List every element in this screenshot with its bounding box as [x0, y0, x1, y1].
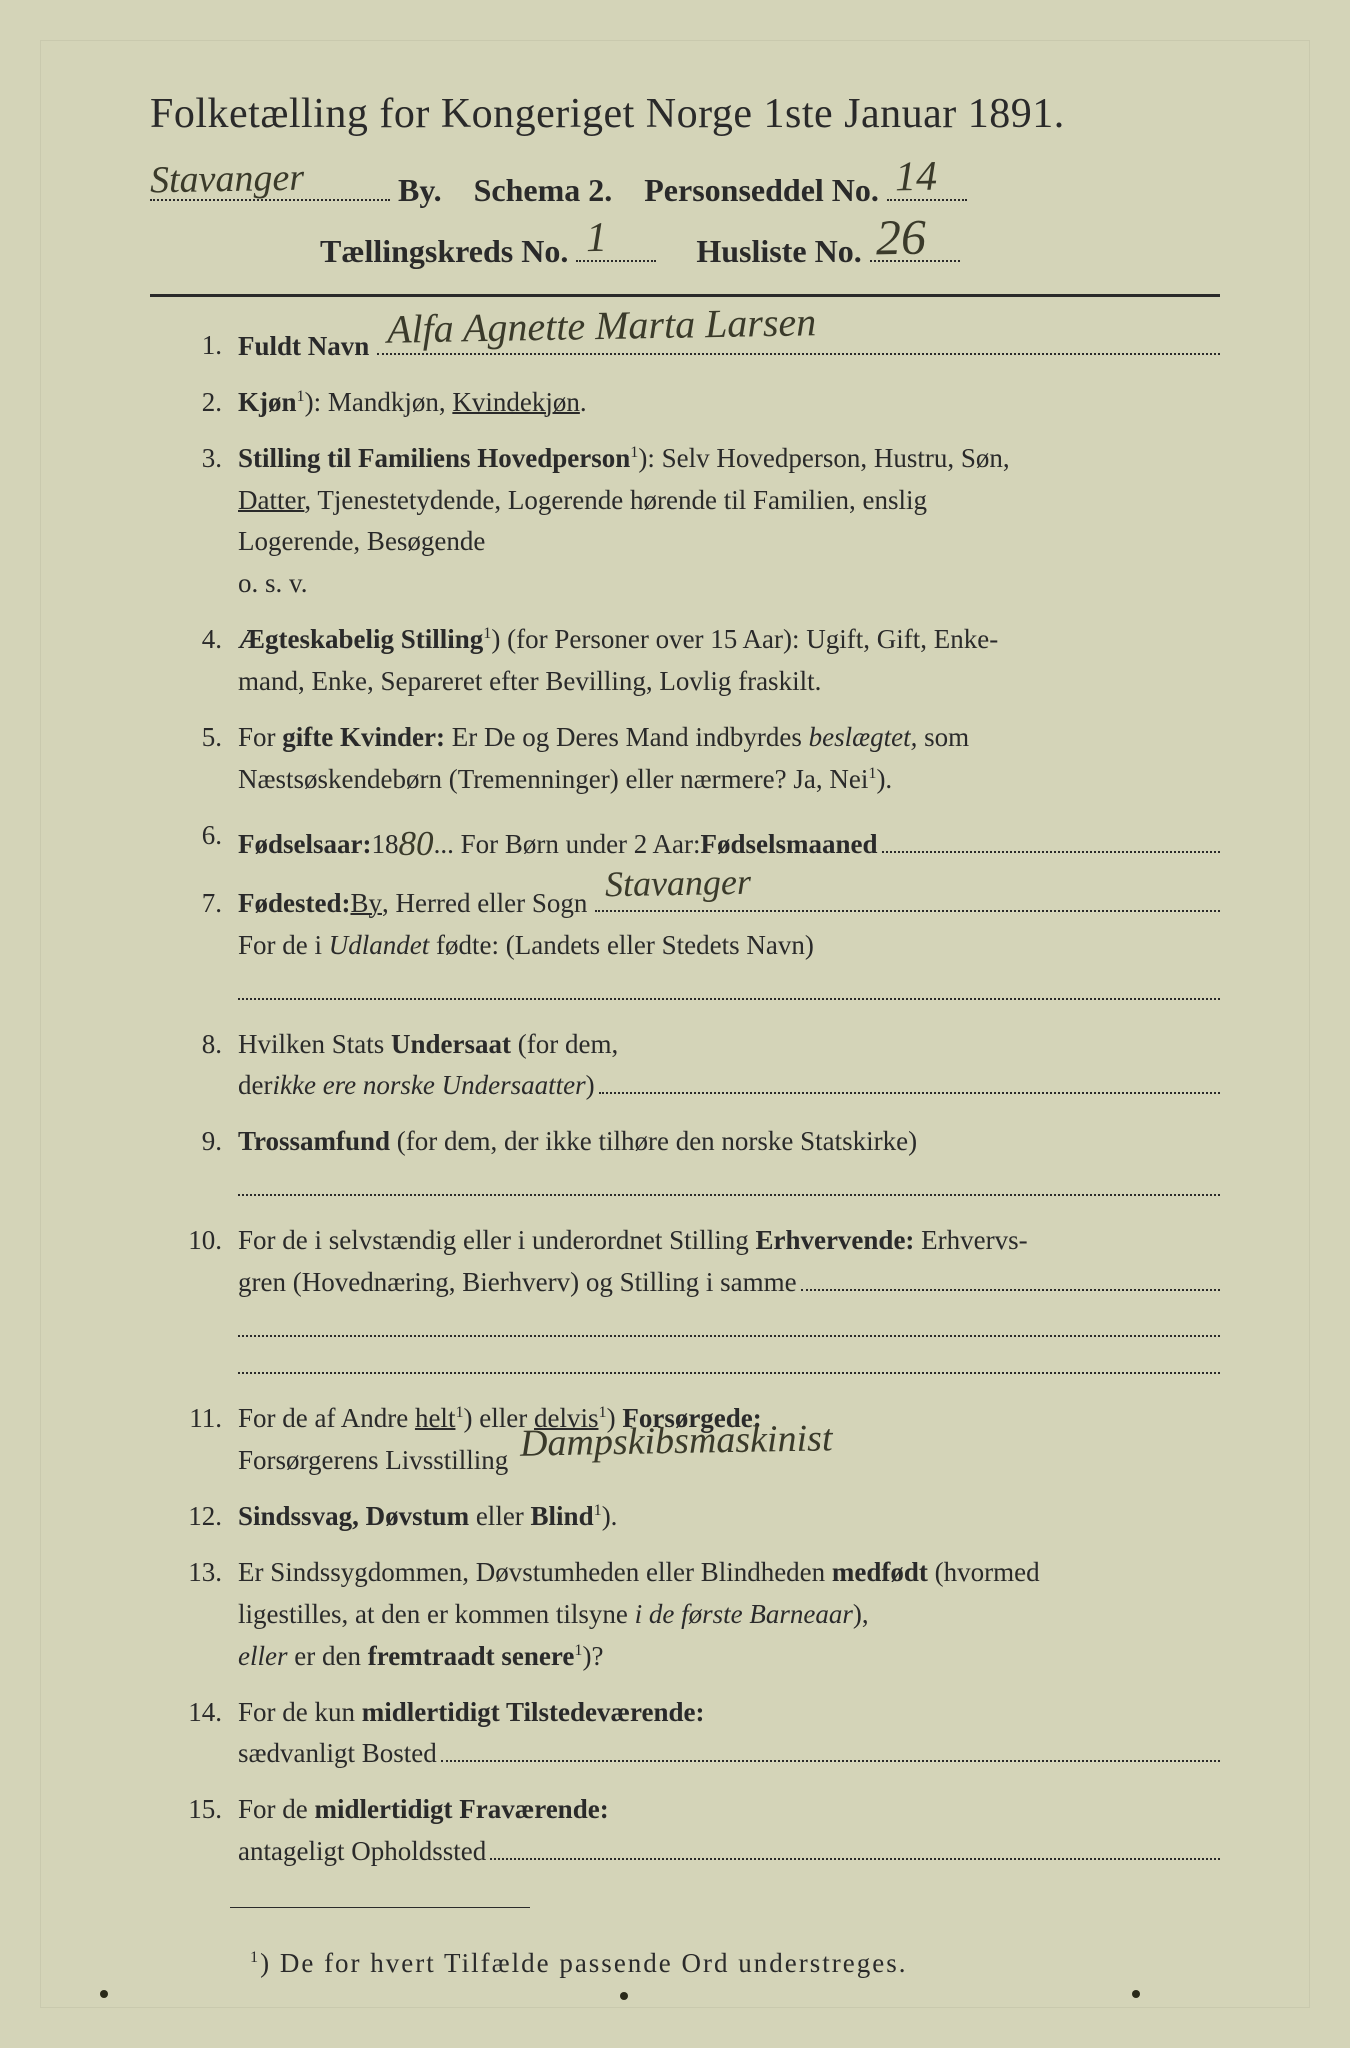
- by-handwritten: Stavanger: [150, 156, 305, 203]
- dotted-line: [238, 973, 1220, 1000]
- entry-5: 5. For gifte Kvinder: Er De og Deres Man…: [180, 717, 1220, 801]
- entry-num: 11.: [180, 1398, 238, 1482]
- entry-15: 15. For de midlertidigt Fraværende: anta…: [180, 1789, 1220, 1873]
- entry-num: 3.: [180, 438, 238, 605]
- footnote: 1) De for hvert Tilfælde passende Ord un…: [150, 1948, 1220, 1979]
- entry-num: 7.: [180, 883, 238, 1010]
- entry-7: 7. Fødested: By, Herred eller Sogn Stava…: [180, 883, 1220, 1010]
- ink-spot: [1132, 1990, 1140, 1998]
- by-label: By.: [398, 172, 442, 208]
- dotted-tail: [882, 828, 1220, 852]
- label: Fuldt Navn: [238, 326, 369, 368]
- entry-body: Stilling til Familiens Hovedperson1): Se…: [238, 438, 1220, 605]
- taellingskreds-label: Tællingskreds No.: [320, 233, 568, 269]
- entry-body: For de kun midlertidigt Tilstedeværende:…: [238, 1692, 1220, 1776]
- sogn-handwritten: Stavanger: [605, 855, 752, 913]
- entry-body: Trossamfund (for dem, der ikke tilhøre d…: [238, 1121, 1220, 1206]
- livsstilling-field: Dampskibsmaskinist: [516, 1440, 1220, 1470]
- entry-body: Ægteskabelig Stilling1) (for Personer ov…: [238, 619, 1220, 703]
- entry-num: 9.: [180, 1121, 238, 1206]
- entry-num: 8.: [180, 1024, 238, 1108]
- taellingskreds-field: 1: [576, 227, 656, 262]
- livsstilling-handwritten: Dampskibsmaskinist: [520, 1410, 833, 1474]
- entry-8: 8. Hvilken Stats Undersaat (for dem, der…: [180, 1024, 1220, 1108]
- entry-num: 10.: [180, 1220, 238, 1384]
- sub-line-1: Stavanger By. Schema 2. Personseddel No.…: [150, 166, 1220, 209]
- personseddel-label: Personseddel No.: [644, 172, 879, 208]
- entry-11: 11. For de af Andre helt1) eller delvis1…: [180, 1398, 1220, 1482]
- entry-num: 14.: [180, 1692, 238, 1776]
- underlined: Kvindekjøn: [452, 387, 580, 417]
- entry-14: 14. For de kun midlertidigt Tilstedevære…: [180, 1692, 1220, 1776]
- entry-3: 3. Stilling til Familiens Hovedperson1):…: [180, 438, 1220, 605]
- entry-body: Hvilken Stats Undersaat (for dem, der ik…: [238, 1024, 1220, 1108]
- entry-body: For gifte Kvinder: Er De og Deres Mand i…: [238, 717, 1220, 801]
- entry-10: 10. For de i selvstændig eller i underor…: [180, 1220, 1220, 1384]
- main-title: Folketælling for Kongeriget Norge 1ste J…: [150, 90, 1220, 138]
- entry-body: Fuldt Navn Alfa Agnette Marta Larsen: [238, 325, 1220, 368]
- taellingskreds-no: 1: [586, 214, 608, 262]
- entry-body: For de midlertidigt Fraværende: antageli…: [238, 1789, 1220, 1873]
- name-field: Alfa Agnette Marta Larsen: [377, 325, 1220, 355]
- ink-spot: [100, 1990, 108, 1998]
- label: Kjøn: [238, 387, 297, 417]
- ink-spot: [620, 1992, 628, 2000]
- dotted-line: [238, 1347, 1220, 1374]
- entry-12: 12. Sindssvag, Døvstum eller Blind1).: [180, 1496, 1220, 1538]
- husliste-label: Husliste No.: [696, 233, 861, 269]
- by-field: Stavanger: [150, 166, 390, 201]
- entry-2: 2. Kjøn1): Mandkjøn, Kvindekjøn.: [180, 382, 1220, 424]
- sogn-field: Stavanger: [595, 885, 1220, 912]
- entry-9: 9. Trossamfund (for dem, der ikke tilhør…: [180, 1121, 1220, 1206]
- entry-num: 2.: [180, 382, 238, 424]
- personseddel-no-field: 14: [887, 166, 967, 201]
- entry-body: For de i selvstændig eller i underordnet…: [238, 1220, 1220, 1384]
- sub-line-2: Tællingskreds No. 1 Husliste No. 26: [150, 227, 1220, 270]
- footnote-rule: [230, 1907, 530, 1908]
- husliste-field: 26: [870, 227, 960, 262]
- name-handwritten: Alfa Agnette Marta Larsen: [387, 291, 817, 360]
- entry-num: 1.: [180, 325, 238, 368]
- entry-num: 12.: [180, 1496, 238, 1538]
- husliste-no: 26: [875, 208, 926, 267]
- entry-4: 4. Ægteskabelig Stilling1) (for Personer…: [180, 619, 1220, 703]
- entry-num: 4.: [180, 619, 238, 703]
- dotted-line: [238, 1169, 1220, 1196]
- entry-num: 6.: [180, 815, 238, 869]
- entries-block: 1. Fuldt Navn Alfa Agnette Marta Larsen …: [150, 325, 1220, 1873]
- personseddel-no: 14: [894, 153, 937, 202]
- entry-1: 1. Fuldt Navn Alfa Agnette Marta Larsen: [180, 325, 1220, 368]
- entry-num: 13.: [180, 1552, 238, 1678]
- entry-body: Fødested: By, Herred eller Sogn Stavange…: [238, 883, 1220, 1010]
- year-handwritten: 80: [398, 817, 433, 871]
- entry-13: 13. Er Sindssygdommen, Døvstumheden elle…: [180, 1552, 1220, 1678]
- entry-num: 15.: [180, 1789, 238, 1873]
- entry-num: 5.: [180, 717, 238, 801]
- entry-body: For de af Andre helt1) eller delvis1) Fo…: [238, 1398, 1220, 1482]
- entry-body: Sindssvag, Døvstum eller Blind1).: [238, 1496, 1220, 1538]
- dotted-line: [238, 1310, 1220, 1337]
- schema-label: Schema 2.: [474, 172, 613, 208]
- document-page: Folketælling for Kongeriget Norge 1ste J…: [0, 0, 1350, 2048]
- entry-body: Er Sindssygdommen, Døvstumheden eller Bl…: [238, 1552, 1220, 1678]
- entry-body: Kjøn1): Mandkjøn, Kvindekjøn.: [238, 382, 1220, 424]
- header-block: Folketælling for Kongeriget Norge 1ste J…: [150, 90, 1220, 270]
